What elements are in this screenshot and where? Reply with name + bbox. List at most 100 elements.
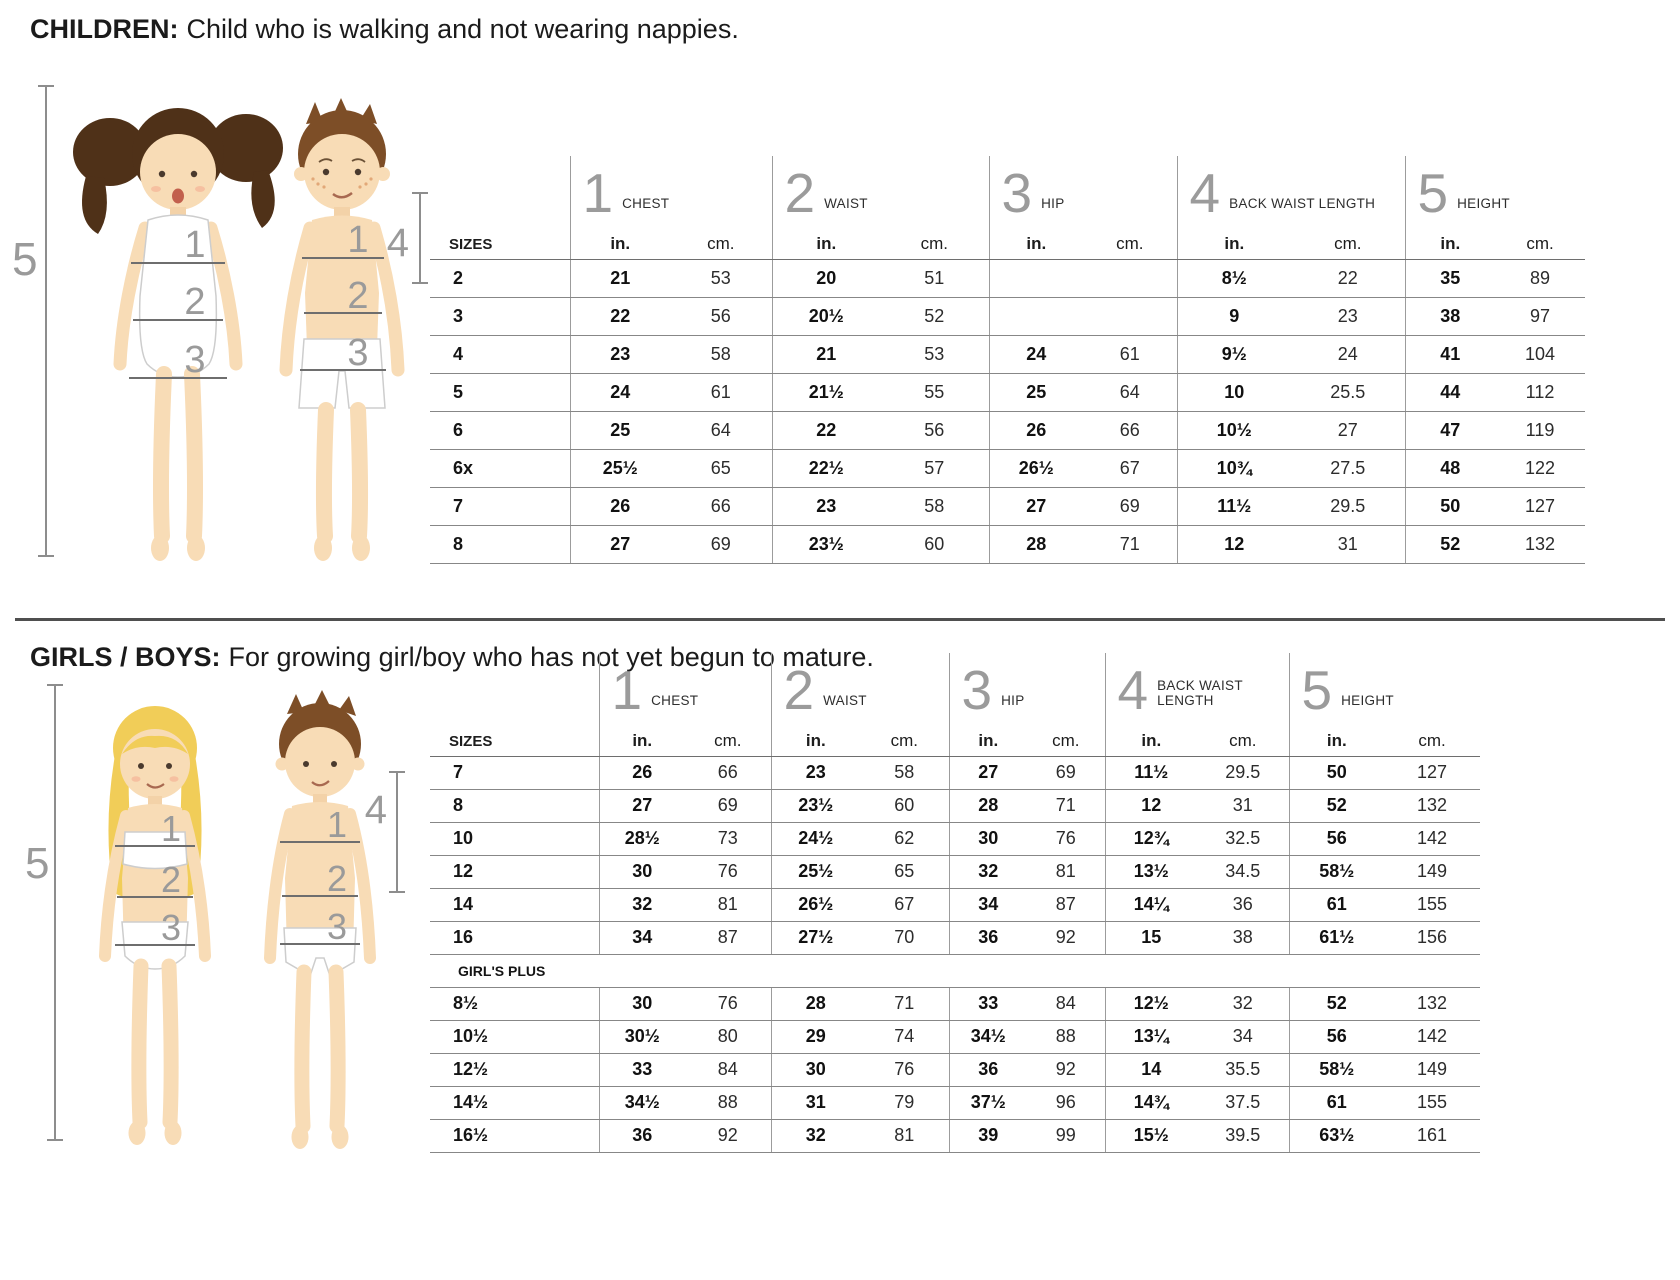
- size-label: 8: [430, 525, 570, 564]
- children-section-description: Child who is walking and not wearing nap…: [186, 14, 739, 44]
- value-cm: 32: [1197, 987, 1290, 1021]
- value-inches: 15½: [1104, 1119, 1198, 1153]
- value-cm: 67: [860, 888, 950, 922]
- unit-cm-label: cm.: [1197, 727, 1290, 757]
- value-cm: 155: [1384, 888, 1481, 922]
- value-inches: 52: [1288, 987, 1385, 1021]
- value-inches: 32: [948, 855, 1028, 889]
- value-inches: 26: [598, 756, 685, 790]
- value-inches: 26½: [988, 449, 1084, 488]
- girl-figure: 1 2 3: [99, 706, 211, 1145]
- value-inches: 9½: [1176, 335, 1292, 374]
- value-cm: 58: [880, 487, 990, 526]
- value-cm: 56: [670, 297, 773, 336]
- value-inches: 50: [1288, 756, 1385, 790]
- hip-marker: 3: [184, 339, 205, 381]
- value-cm: [1083, 259, 1178, 298]
- value-cm: 132: [1495, 525, 1586, 564]
- measure-lines: [129, 262, 227, 379]
- height-measure-line: [47, 684, 63, 1141]
- value-cm: 122: [1495, 449, 1586, 488]
- value-cm: 142: [1384, 822, 1481, 856]
- value-inches: 36: [948, 921, 1028, 955]
- value-cm: 155: [1384, 1086, 1481, 1120]
- column-number: 5: [1417, 162, 1449, 225]
- value-cm: 53: [880, 335, 990, 374]
- size-label: 7: [430, 487, 570, 526]
- value-inches: 56: [1288, 822, 1385, 856]
- value-inches: 24½: [770, 822, 861, 856]
- value-inches: 27½: [770, 921, 861, 955]
- value-cm: 88: [685, 1086, 772, 1120]
- value-cm: 66: [1083, 411, 1178, 450]
- value-inches: 22: [771, 411, 881, 450]
- value-cm: 80: [685, 1020, 772, 1054]
- measure-lines: [280, 841, 360, 945]
- size-label: 6x: [430, 449, 570, 488]
- value-inches: 27: [569, 525, 670, 564]
- height-marker: 5: [12, 233, 38, 285]
- value-cm: [1083, 297, 1178, 336]
- value-cm: 35.5: [1197, 1053, 1290, 1087]
- unit-cm-label: cm.: [685, 727, 772, 757]
- value-cm: 51: [880, 259, 990, 298]
- value-cm: 142: [1384, 1020, 1481, 1054]
- value-cm: 74: [860, 1020, 950, 1054]
- value-inches: 30: [598, 855, 685, 889]
- value-inches: 23: [771, 487, 881, 526]
- size-row: 14½ 34½ 88 31 79 37½ 96 14¾ 37.5 61 155: [430, 1086, 1481, 1120]
- size-row: 8 27 69 23½ 60 28 71 12 31 52 132: [430, 525, 1586, 564]
- back-waist-measure-line: [412, 192, 428, 284]
- size-row: 16 34 87 27½ 70 36 92 15 38 61½ 156: [430, 921, 1481, 955]
- value-inches: 25½: [770, 855, 861, 889]
- value-inches: 34: [598, 921, 685, 955]
- value-inches: 12: [1104, 789, 1198, 823]
- value-cm: 119: [1495, 411, 1586, 450]
- children-section-keyword: CHILDREN:: [30, 14, 179, 44]
- girl-figure: 1 2 3: [73, 108, 283, 561]
- size-row: 6 25 64 22 56 26 66 10½ 27 47 119: [430, 411, 1586, 450]
- value-inches: 50: [1404, 487, 1496, 526]
- value-inches: 33: [598, 1053, 685, 1087]
- column-header-waist: 2 WAIST: [770, 653, 950, 727]
- value-cm: 27.5: [1291, 449, 1406, 488]
- value-inches: 24: [988, 335, 1084, 374]
- column-header-height: 5 HEIGHT: [1404, 156, 1586, 230]
- back-waist-marker: 4: [387, 221, 409, 265]
- value-inches: 9: [1176, 297, 1292, 336]
- girls-boys-figures-illustration: 5 1: [25, 684, 405, 1149]
- value-cm: 96: [1027, 1086, 1106, 1120]
- value-cm: 25.5: [1291, 373, 1406, 412]
- value-inches: 13¼: [1104, 1020, 1198, 1054]
- value-inches: 20: [771, 259, 881, 298]
- column-header-chest: 1 CHEST: [569, 156, 773, 230]
- value-inches: 25: [988, 373, 1084, 412]
- value-cm: 29.5: [1197, 756, 1290, 790]
- unit-cm-label: cm.: [1495, 230, 1586, 260]
- value-cm: 65: [670, 449, 773, 488]
- value-inches: 47: [1404, 411, 1496, 450]
- value-inches: 34½: [598, 1086, 685, 1120]
- value-inches: 61: [1288, 1086, 1385, 1120]
- value-inches: 41: [1404, 335, 1496, 374]
- unit-inches-label: in.: [1288, 727, 1385, 757]
- value-inches: 26½: [770, 888, 861, 922]
- value-inches: 11½: [1176, 487, 1292, 526]
- children-figures-illustration: 5 1 2: [12, 85, 428, 561]
- back-waist-measure-line: [389, 771, 405, 893]
- value-inches: [988, 297, 1084, 336]
- value-inches: 32: [598, 888, 685, 922]
- section-divider: [15, 618, 1665, 621]
- value-inches: 10: [1176, 373, 1292, 412]
- value-cm: 69: [685, 789, 772, 823]
- size-row: 10 28½ 73 24½ 62 30 76 12¾ 32.5 56 142: [430, 822, 1481, 856]
- column-number: 4: [1117, 659, 1149, 722]
- unit-inches-label: in.: [1176, 230, 1292, 260]
- size-label: 10: [430, 822, 599, 856]
- column-label: BACK WAIST LENGTH: [1229, 196, 1376, 212]
- size-row: 10½ 30½ 80 29 74 34½ 88 13¼ 34 56 142: [430, 1020, 1481, 1054]
- value-inches: 14: [1104, 1053, 1198, 1087]
- value-cm: 64: [1083, 373, 1178, 412]
- value-cm: 56: [880, 411, 990, 450]
